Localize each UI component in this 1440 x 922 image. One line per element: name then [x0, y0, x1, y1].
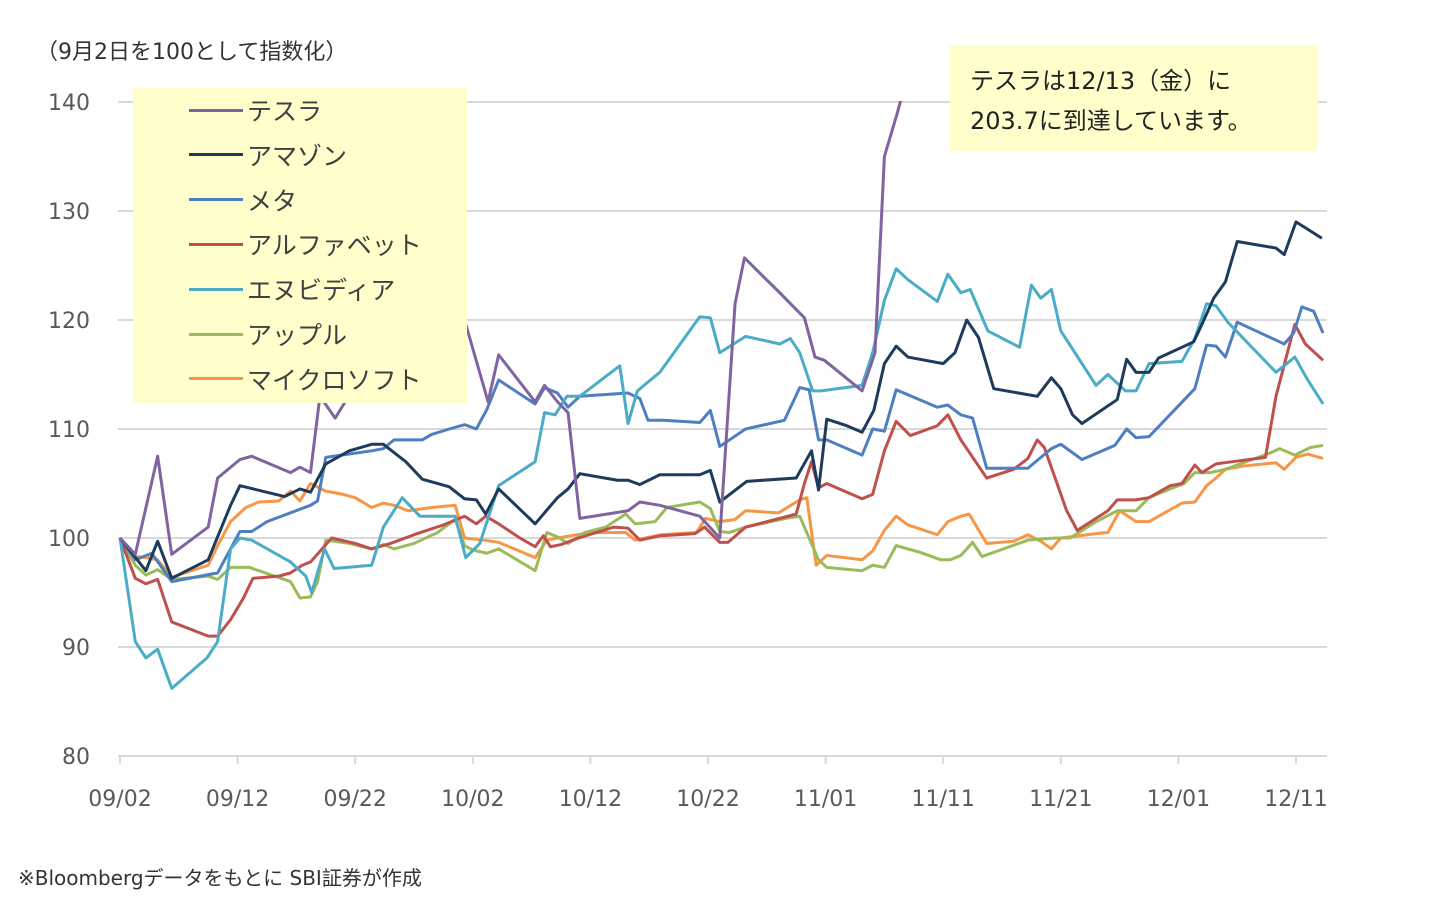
legend-item: テスラ: [189, 92, 322, 128]
legend-swatch: [189, 242, 243, 246]
legend-item: アルファベット: [189, 226, 422, 262]
y-tick-label: 100: [48, 527, 90, 552]
unit-note: （9月2日を100として指数化）: [36, 40, 348, 65]
x-tick-label: 11/01: [794, 787, 857, 812]
x-tick-label: 10/22: [676, 787, 739, 812]
legend-swatch: [189, 198, 243, 202]
x-tick-label: 10/12: [559, 787, 622, 812]
legend-item: メタ: [189, 182, 297, 218]
annotation-box: テスラは12/13（金）に 203.7に到達しています。: [950, 45, 1318, 151]
y-tick-label: 90: [62, 636, 90, 661]
x-tick-label: 12/11: [1264, 787, 1327, 812]
y-tick-label: 110: [48, 418, 90, 443]
series-lines: [118, 101, 1325, 690]
legend-label: アルファベット: [247, 231, 422, 261]
legend-swatch: [189, 377, 243, 381]
series-line-1: [118, 220, 1323, 580]
legend-swatch: [189, 108, 243, 112]
x-axis: 09/02 09/12 09/22 10/02 10/12 10/22 11/01 11/11…: [88, 755, 1328, 812]
legend-label: メタ: [247, 186, 298, 216]
legend-item: アマゾン: [189, 137, 347, 173]
x-tick-label: 11/11: [911, 787, 974, 812]
legend-label: エヌビディア: [247, 276, 396, 306]
y-axis: 80 90 100 110 120 130 140: [48, 91, 90, 770]
legend-label: アマゾン: [247, 141, 348, 171]
series-line-2: [118, 305, 1325, 584]
x-tick-label: 09/02: [88, 787, 151, 812]
annotation-line-1: テスラは12/13（金）に: [970, 67, 1232, 95]
series-line-0: [118, 101, 903, 556]
series-line-6: [118, 452, 1324, 579]
legend-label: マイクロソフト: [247, 365, 422, 395]
source-note: ※Bloombergデータをもとに SBI証券が作成: [18, 866, 422, 890]
legend-item: エヌビディア: [189, 271, 395, 307]
legend-item: アップル: [189, 316, 347, 352]
legend: テスラアマゾンメタアルファベット エヌビディア アップルマイクロソフト: [133, 88, 467, 403]
legend-label: テスラ: [247, 97, 323, 126]
annotation-line-2: 203.7に到達しています。: [970, 107, 1252, 135]
x-tick-label: 11/21: [1029, 787, 1092, 812]
legend-item: マイクロソフト: [189, 361, 422, 397]
y-tick-label: 130: [48, 200, 90, 225]
series-line-5: [118, 443, 1324, 600]
x-tick-label: 10/02: [441, 787, 504, 812]
y-tick-label: 80: [62, 745, 90, 770]
x-tick-label: 09/22: [323, 787, 386, 812]
y-tick-label: 120: [48, 309, 90, 334]
x-tick-label: 09/12: [206, 787, 269, 812]
y-tick-label: 140: [48, 91, 90, 116]
series-line-3: [118, 322, 1325, 638]
legend-swatch: [189, 153, 243, 157]
legend-label: アップル: [247, 321, 348, 350]
x-tick-label: 12/01: [1147, 787, 1210, 812]
legend-swatch: [189, 332, 243, 336]
legend-swatch: [189, 287, 243, 291]
